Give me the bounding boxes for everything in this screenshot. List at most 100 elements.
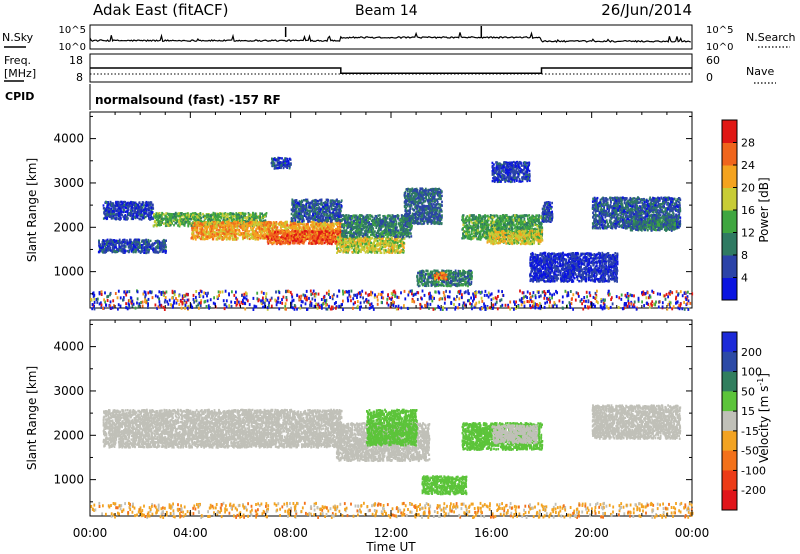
scatter-cell	[337, 201, 339, 203]
scatter-cell	[259, 212, 261, 214]
scatter-cell	[217, 233, 219, 235]
scatter-cell	[119, 208, 121, 210]
scatter-cell	[196, 215, 198, 217]
scatter-cell	[251, 222, 253, 224]
scatter-cell	[233, 231, 235, 233]
scatter-cell	[237, 233, 239, 235]
scatter-cell	[136, 239, 138, 241]
scatter-cell	[298, 213, 300, 215]
scatter-cell	[300, 226, 302, 228]
scatter-cell	[291, 199, 293, 201]
scatter-cell	[295, 199, 297, 201]
scatter-cell	[131, 206, 133, 208]
scatter-cell	[219, 226, 221, 228]
scatter-cell	[329, 214, 331, 216]
scatter-cell	[264, 234, 266, 236]
scatter-cell	[223, 215, 225, 217]
scatter-cell	[103, 204, 105, 206]
scatter-cell	[307, 225, 309, 227]
scatter-cell	[293, 222, 295, 224]
scatter-cell	[289, 167, 291, 169]
scatter-cell	[279, 238, 281, 240]
scatter-cell	[286, 228, 288, 230]
scatter-cell	[269, 221, 271, 223]
scatter-cell	[257, 227, 259, 229]
scatter-cell	[303, 238, 305, 240]
scatter-cell	[112, 246, 114, 248]
scatter-cell	[140, 206, 142, 208]
scatter-cell	[276, 237, 278, 239]
scatter-cell	[213, 236, 215, 238]
scatter-cell	[148, 203, 150, 205]
scatter-cell	[281, 222, 283, 224]
scatter-cell	[267, 241, 269, 243]
scatter-cell	[132, 202, 134, 204]
scatter-cell	[324, 237, 326, 239]
scatter-cell	[306, 236, 308, 238]
scatter-cell	[308, 202, 310, 204]
scatter-cell	[129, 241, 131, 243]
scatter-cell	[113, 239, 115, 241]
scatter-cell	[194, 227, 196, 229]
scatter-cell	[125, 242, 127, 244]
scatter-cell	[294, 230, 296, 232]
scatter-cell	[363, 249, 365, 251]
scatter-cell	[265, 224, 267, 226]
freq-right-label: Nave	[746, 65, 774, 78]
noise-left-tick-top: 10^5	[59, 25, 86, 36]
scatter-cell	[277, 231, 279, 233]
scatter-cell	[218, 231, 220, 233]
scatter-cell	[128, 245, 130, 247]
scatter-cell	[204, 234, 206, 236]
scatter-cell	[327, 204, 329, 206]
scatter-cell	[281, 243, 283, 245]
scatter-cell	[237, 237, 239, 239]
scatter-cell	[128, 213, 130, 215]
scatter-cell	[252, 212, 254, 214]
scatter-cell	[336, 213, 338, 215]
scatter-cell	[119, 204, 121, 206]
scatter-cell	[330, 200, 332, 202]
scatter-cell	[272, 242, 274, 244]
scatter-cell	[228, 233, 230, 235]
scatter-cell	[143, 204, 145, 206]
scatter-cell	[271, 235, 273, 237]
scatter-cell	[213, 225, 215, 227]
scatter-cell	[341, 199, 343, 201]
scatter-cell	[284, 234, 286, 236]
scatter-cell	[225, 213, 227, 215]
scatter-cell	[312, 213, 314, 215]
scatter-cell	[241, 216, 243, 218]
scatter-cell	[285, 165, 287, 167]
freq-right-tick-top: 60	[706, 54, 720, 67]
scatter-cell	[172, 216, 174, 218]
scatter-cell	[254, 234, 256, 236]
scatter-cell	[192, 216, 194, 218]
scatter-cell	[99, 250, 101, 252]
noise-left-tick-bottom: 10^0	[59, 42, 86, 53]
scatter-cell	[155, 224, 157, 226]
scatter-cell	[131, 250, 133, 252]
beam-title: Beam 14	[355, 3, 418, 19]
scatter-cell	[197, 236, 199, 238]
scatter-cell	[261, 213, 263, 215]
scatter-cell	[179, 222, 181, 224]
scatter-cell	[312, 241, 314, 243]
scatter-cell	[192, 224, 194, 226]
scatter-cell	[107, 240, 109, 242]
scatter-cell	[141, 204, 143, 206]
scatter-cell	[286, 221, 288, 223]
scatter-cell	[205, 227, 207, 229]
scatter-cell	[329, 232, 331, 234]
scatter-cell	[126, 202, 128, 204]
scatter-cell	[168, 213, 170, 215]
scatter-cell	[297, 206, 299, 208]
scatter-cell	[153, 215, 155, 217]
scatter-cell	[293, 242, 295, 244]
scatter-cell	[135, 249, 137, 251]
scatter-cell	[147, 251, 149, 253]
scatter-cell	[396, 246, 398, 248]
scatter-cell	[283, 167, 285, 169]
scatter-cell	[212, 233, 214, 235]
scatter-cell	[253, 225, 255, 227]
